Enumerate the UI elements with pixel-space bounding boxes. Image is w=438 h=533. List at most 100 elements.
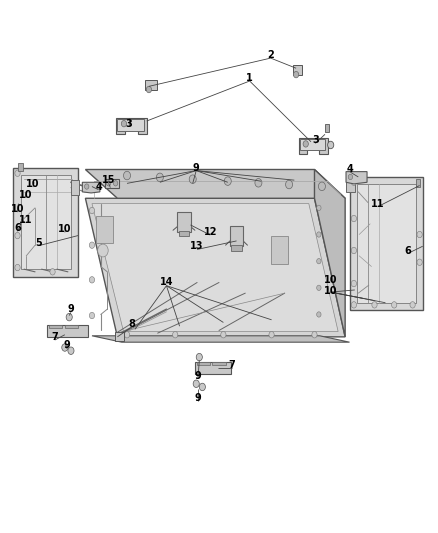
- Polygon shape: [346, 172, 367, 184]
- Circle shape: [317, 312, 321, 317]
- Text: 9: 9: [194, 371, 201, 381]
- Circle shape: [89, 207, 95, 214]
- Text: 13: 13: [191, 241, 204, 251]
- Polygon shape: [92, 336, 350, 342]
- Bar: [231, 245, 242, 251]
- Bar: [18, 163, 23, 171]
- Circle shape: [89, 312, 95, 319]
- Bar: [271, 236, 288, 264]
- Text: 4: 4: [347, 164, 354, 174]
- Circle shape: [224, 177, 231, 185]
- Text: 10: 10: [26, 179, 39, 189]
- Circle shape: [62, 344, 68, 351]
- Circle shape: [66, 313, 72, 321]
- Circle shape: [89, 242, 95, 248]
- Bar: [96, 216, 113, 243]
- Circle shape: [196, 353, 202, 361]
- Circle shape: [351, 247, 357, 254]
- Polygon shape: [85, 198, 345, 337]
- Circle shape: [312, 332, 317, 338]
- Text: 11: 11: [19, 215, 32, 224]
- Text: 1: 1: [246, 73, 253, 83]
- Circle shape: [146, 86, 152, 93]
- Bar: [117, 119, 144, 131]
- Circle shape: [156, 173, 163, 182]
- Text: 10: 10: [324, 276, 337, 285]
- Circle shape: [221, 332, 226, 338]
- Circle shape: [173, 332, 178, 338]
- Polygon shape: [13, 168, 78, 277]
- Polygon shape: [116, 118, 147, 134]
- Text: 4: 4: [95, 182, 102, 191]
- Bar: [325, 124, 329, 132]
- Bar: [416, 179, 420, 187]
- Circle shape: [50, 269, 55, 275]
- Bar: [212, 362, 226, 365]
- Circle shape: [351, 215, 357, 222]
- Circle shape: [121, 120, 127, 127]
- Polygon shape: [195, 362, 231, 374]
- Polygon shape: [105, 179, 119, 188]
- Circle shape: [68, 347, 74, 354]
- Bar: [300, 139, 325, 150]
- Circle shape: [189, 175, 196, 183]
- Text: 7: 7: [51, 332, 58, 342]
- Text: 2: 2: [267, 50, 274, 60]
- Bar: [293, 65, 302, 75]
- Circle shape: [15, 170, 20, 176]
- Text: 6: 6: [14, 223, 21, 233]
- Text: 9: 9: [63, 341, 70, 350]
- Circle shape: [269, 332, 274, 338]
- Text: 10: 10: [324, 286, 337, 296]
- Circle shape: [318, 182, 325, 191]
- Circle shape: [392, 302, 397, 308]
- Circle shape: [85, 184, 89, 189]
- Polygon shape: [21, 175, 71, 269]
- Text: 12: 12: [204, 227, 217, 237]
- Bar: [177, 212, 191, 232]
- Circle shape: [106, 181, 111, 186]
- Text: 8: 8: [128, 319, 135, 329]
- Circle shape: [328, 141, 334, 149]
- Circle shape: [15, 264, 20, 271]
- Polygon shape: [350, 177, 423, 310]
- Bar: [145, 80, 157, 90]
- Circle shape: [124, 332, 130, 338]
- Circle shape: [317, 259, 321, 264]
- Bar: [49, 325, 62, 328]
- Circle shape: [351, 302, 357, 308]
- Circle shape: [351, 179, 357, 185]
- Bar: [115, 332, 124, 341]
- Polygon shape: [357, 184, 416, 303]
- Circle shape: [417, 259, 422, 265]
- Circle shape: [317, 205, 321, 211]
- Text: 9: 9: [67, 304, 74, 314]
- Text: 7: 7: [229, 360, 236, 369]
- Circle shape: [193, 380, 199, 387]
- Bar: [65, 325, 78, 328]
- Circle shape: [15, 232, 20, 239]
- Bar: [197, 362, 210, 365]
- Circle shape: [89, 277, 95, 283]
- Circle shape: [351, 280, 357, 287]
- Polygon shape: [92, 204, 338, 332]
- Text: 10: 10: [58, 224, 71, 234]
- Circle shape: [293, 71, 299, 78]
- Circle shape: [410, 302, 415, 308]
- Text: 6: 6: [404, 246, 411, 255]
- Circle shape: [124, 171, 131, 180]
- Polygon shape: [82, 182, 100, 193]
- Circle shape: [348, 174, 353, 180]
- Circle shape: [317, 232, 321, 237]
- Bar: [179, 231, 189, 236]
- Text: 10: 10: [11, 204, 24, 214]
- Text: 9: 9: [193, 163, 200, 173]
- Circle shape: [303, 141, 308, 147]
- Polygon shape: [299, 138, 328, 154]
- Bar: [346, 177, 355, 192]
- Text: 9: 9: [194, 393, 201, 403]
- Text: 3: 3: [312, 135, 319, 145]
- Text: 3: 3: [126, 119, 133, 128]
- Circle shape: [199, 383, 205, 391]
- Polygon shape: [85, 169, 345, 198]
